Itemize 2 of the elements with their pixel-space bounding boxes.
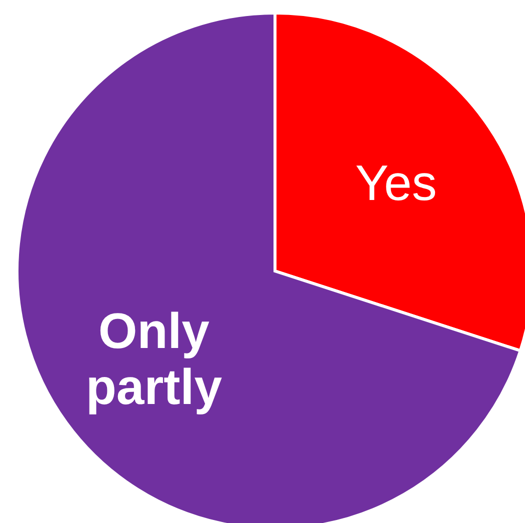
slice-label: Yes (355, 155, 437, 212)
slice-label: Only partly (86, 302, 222, 415)
